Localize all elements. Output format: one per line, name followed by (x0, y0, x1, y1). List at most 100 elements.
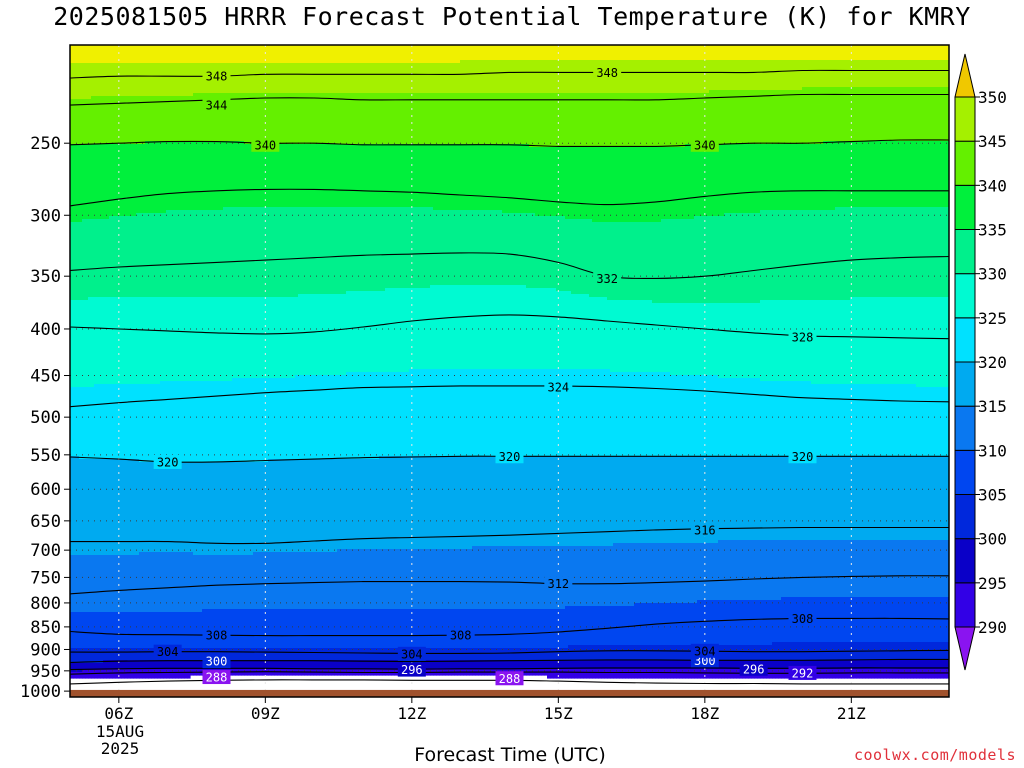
fill-cell (166, 552, 170, 613)
fill-cell (325, 45, 329, 64)
fill-cell (91, 144, 95, 220)
fill-cell (562, 216, 566, 292)
fill-cell (793, 90, 797, 145)
fill-cell (454, 45, 458, 64)
fill-cell (862, 456, 866, 541)
fill-cell (484, 60, 488, 94)
fill-cell (559, 291, 563, 370)
fill-cell (172, 210, 176, 298)
fill-cell (484, 369, 488, 457)
fill-cell (823, 660, 827, 670)
fill-cell (229, 462, 233, 556)
fill-cell (820, 669, 824, 679)
fill-cell (679, 603, 683, 646)
fill-cell (841, 660, 845, 670)
contour-label-296: 296 (397, 662, 426, 677)
fill-cell (934, 456, 938, 541)
fill-cell (508, 45, 512, 61)
fill-cell (901, 540, 905, 598)
fill-cell (889, 207, 893, 298)
contour-label-text: 292 (792, 666, 814, 680)
fill-cell (607, 669, 611, 679)
contour-label-text: 304 (694, 644, 716, 658)
fill-cell (835, 384, 839, 457)
fill-cell (196, 648, 200, 661)
fill-cell (901, 660, 905, 670)
fill-cell (913, 45, 917, 61)
fill-cell (286, 63, 290, 94)
fill-cell (745, 144, 749, 214)
fill-cell (349, 291, 353, 373)
fill-cell (880, 540, 884, 598)
fill-cell (466, 648, 470, 661)
fill-cell (538, 369, 542, 457)
fill-cell (388, 207, 392, 289)
fill-cell (253, 648, 257, 661)
fill-cell (580, 456, 584, 547)
fill-cell (760, 90, 764, 145)
fill-cell (559, 93, 563, 148)
fill-cell (577, 645, 581, 661)
fill-cell (784, 90, 788, 145)
fill-cell (589, 645, 593, 661)
fill-cell (931, 60, 935, 88)
fill-cell (421, 207, 425, 289)
fill-cell (508, 456, 512, 547)
fill-cell (400, 372, 404, 457)
fill-cell (934, 660, 938, 670)
fill-cell (610, 645, 614, 661)
fill-cell (130, 144, 134, 217)
fill-cell (850, 540, 854, 598)
fill-cell (175, 381, 179, 463)
fill-cell (301, 294, 305, 376)
fill-cell (304, 459, 308, 553)
fill-cell (427, 369, 431, 457)
fill-cell (577, 606, 581, 646)
fill-cell (601, 645, 605, 661)
fill-cell (778, 660, 782, 670)
fill-cell (178, 45, 182, 64)
fill-cell (661, 147, 665, 220)
fill-cell (79, 387, 83, 460)
fill-cell (730, 303, 734, 379)
fill-cell (910, 384, 914, 457)
fill-cell (628, 222, 632, 301)
fill-cell (421, 144, 425, 208)
fill-cell (214, 297, 218, 382)
fill-cell (811, 87, 815, 145)
fill-cell (304, 609, 308, 649)
fill-cell (367, 63, 371, 94)
fill-cell (133, 63, 137, 97)
fill-cell (208, 381, 212, 463)
fill-cell (724, 600, 728, 646)
fill-cell (865, 207, 869, 298)
fill-cell (535, 660, 539, 670)
fill-cell (727, 600, 731, 646)
fill-cell (367, 372, 371, 460)
fill-cell (487, 210, 491, 286)
fill-cell (442, 609, 446, 649)
fill-cell (175, 669, 179, 679)
colorbar-tick-label: 300 (978, 530, 1007, 549)
fill-cell (655, 147, 659, 223)
fill-cell (289, 144, 293, 208)
fill-cell (376, 660, 380, 670)
fill-cell (265, 207, 269, 298)
fill-cell (649, 45, 653, 61)
fill-cell (187, 612, 191, 649)
fill-cell (292, 93, 296, 145)
fill-cell (781, 660, 785, 670)
fill-cell (112, 555, 116, 613)
fill-cell (73, 672, 77, 679)
fill-cell (481, 456, 485, 547)
fill-cell (91, 612, 95, 649)
fill-cell (610, 546, 614, 607)
fill-cell (913, 642, 917, 661)
fill-cell (721, 378, 725, 457)
fill-cell (841, 207, 845, 301)
fill-cell (244, 555, 248, 610)
contour-label-text: 308 (792, 612, 814, 626)
fill-cell (934, 297, 938, 388)
fill-cell (100, 96, 104, 145)
fill-cell (613, 543, 617, 607)
